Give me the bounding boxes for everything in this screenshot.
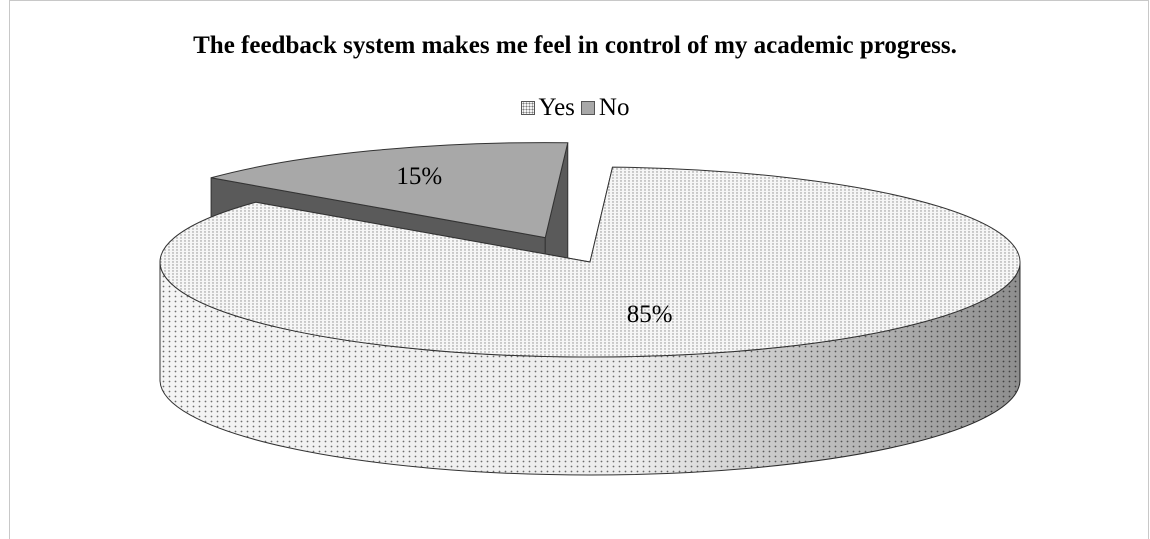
chart-legend: Yes No (0, 94, 1150, 122)
pie-tops (159, 142, 1021, 358)
legend-swatch-no (580, 101, 595, 115)
legend-entry-no: No (580, 94, 630, 122)
data-label-yes: 85% (627, 301, 673, 328)
pie-labels: 15% 85% (396, 163, 672, 328)
pie-wall-shade-yes (160, 262, 1020, 475)
legend-label-yes: Yes (538, 94, 575, 121)
chart-frame (9, 0, 1149, 539)
legend-label-no: No (598, 94, 630, 121)
pie-slice-no (210, 142, 569, 239)
pie-slice-yes (159, 166, 1021, 358)
legend-swatch-yes (520, 101, 535, 115)
legend-entry-yes: Yes (520, 94, 575, 122)
data-label-no: 15% (396, 163, 442, 190)
chart-title: The feedback system makes me feel in con… (193, 32, 957, 59)
